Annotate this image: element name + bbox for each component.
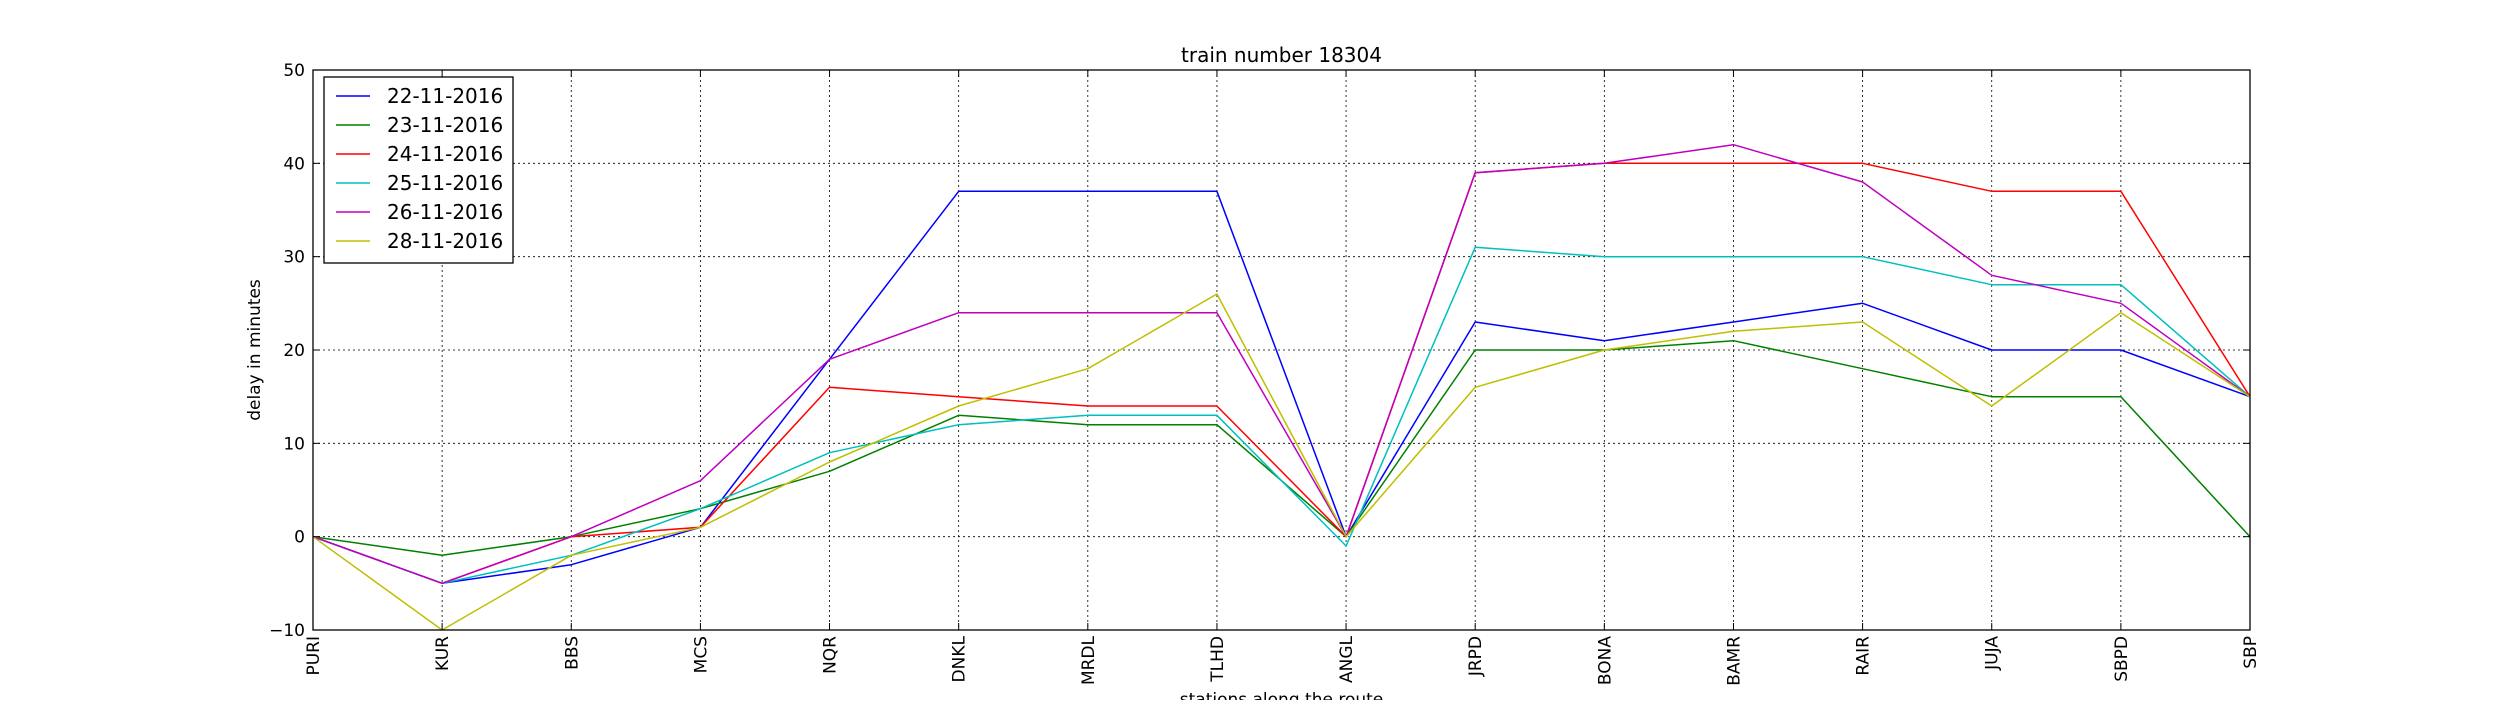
legend-box	[323, 76, 514, 264]
x-tick-label-jrpd: JRPD	[1466, 636, 1486, 677]
x-tick-label-dnkl: DNKL	[950, 635, 970, 682]
x-tick-label-juja: JUJA	[1983, 636, 2003, 671]
legend-entry-label: 26-11-2016	[387, 200, 503, 224]
x-tick-label-bona: BONA	[1595, 636, 1615, 685]
y-tick-label: 10	[283, 434, 305, 454]
legend: 22-11-2016 23-11-2016 24-11-2016 25-11-2016…	[323, 76, 514, 264]
y-tick-label: 50	[283, 61, 305, 81]
legend-entry-label: 28-11-2016	[387, 229, 503, 253]
x-tick-label-bbs: BBS	[562, 636, 582, 670]
x-tick-label-mcs: MCS	[691, 636, 711, 673]
x-tick-label-mrdl: MRDL	[1079, 635, 1099, 685]
y-tick-label: 40	[283, 154, 305, 174]
x-tick-label-kur: KUR	[433, 636, 453, 671]
series-line-24-11-2016	[312, 162, 2251, 585]
legend-entry-label: 22-11-2016	[387, 84, 503, 108]
legend-entry-label: 25-11-2016	[387, 171, 503, 195]
series-line-22-11-2016	[312, 190, 2251, 585]
x-tick-label-nqr: NQR	[821, 636, 841, 674]
series-line-25-11-2016	[312, 246, 2251, 585]
series-line-26-11-2016	[312, 143, 2251, 585]
y-axis-label: delay in minutes	[245, 279, 265, 421]
grid-layer	[313, 70, 2250, 630]
x-tick-label-sbpd: SBPD	[2112, 636, 2132, 682]
tick-layer: −10 0 10 20 30 40 50 PURI KUR BBS MCS NQR DNKL MRDL TL…	[269, 61, 2261, 686]
y-tick-label: 30	[283, 248, 305, 268]
x-tick-label-sbp: SBP	[2241, 636, 2261, 669]
x-tick-label-angl: ANGL	[1337, 635, 1357, 683]
y-tick-label: 0	[294, 528, 305, 548]
y-tick-label: 20	[283, 341, 305, 361]
y-tick-label: −10	[269, 621, 305, 641]
x-tick-label-tlhd: TLHD	[1208, 636, 1228, 683]
legend-entry-label: 23-11-2016	[387, 113, 503, 137]
legend-entry-label: 24-11-2016	[387, 142, 503, 166]
x-tick-label-rair: RAIR	[1854, 636, 1874, 676]
x-axis-label: stations along the route	[1180, 690, 1384, 700]
x-tick-label-puri: PURI	[304, 636, 324, 676]
x-tick-label-bamr: BAMR	[1724, 636, 1744, 686]
series-line-28-11-2016	[312, 293, 2251, 631]
chart-title: train number 18304	[1181, 43, 1382, 67]
series-layer	[312, 143, 2251, 631]
